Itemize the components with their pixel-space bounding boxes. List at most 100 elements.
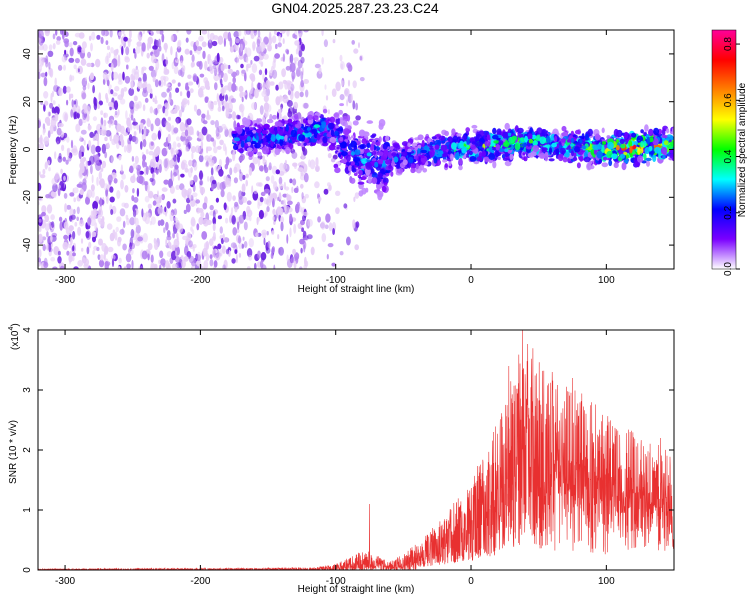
noise-point bbox=[289, 178, 293, 184]
band-point bbox=[608, 159, 613, 167]
noise-point bbox=[65, 159, 69, 165]
noise-point bbox=[156, 163, 159, 170]
noise-point bbox=[236, 57, 240, 64]
noise-point bbox=[125, 214, 129, 220]
noise-point bbox=[67, 155, 72, 162]
noise-point bbox=[297, 30, 302, 34]
band-point bbox=[461, 146, 467, 154]
noise-point bbox=[300, 56, 305, 64]
noise-point bbox=[140, 141, 143, 150]
noise-point bbox=[353, 196, 356, 203]
noise-point bbox=[191, 61, 196, 68]
noise-point bbox=[286, 254, 289, 262]
band-point bbox=[429, 149, 435, 158]
noise-point bbox=[225, 156, 230, 166]
band-point bbox=[279, 138, 284, 147]
noise-point bbox=[203, 242, 209, 251]
noise-point bbox=[187, 141, 192, 150]
noise-point bbox=[69, 74, 73, 82]
noise-point bbox=[181, 99, 187, 109]
noise-point bbox=[90, 184, 95, 192]
noise-point bbox=[341, 80, 344, 87]
band-point bbox=[613, 162, 619, 169]
noise-point bbox=[351, 40, 356, 45]
noise-point bbox=[325, 213, 331, 223]
noise-point bbox=[177, 174, 181, 181]
noise-point bbox=[293, 260, 297, 269]
noise-point bbox=[165, 69, 170, 74]
noise-point bbox=[201, 231, 208, 240]
band-point bbox=[383, 182, 388, 186]
snr-scale-text: (x10 bbox=[10, 330, 21, 350]
band-point bbox=[603, 156, 607, 161]
noise-point bbox=[113, 100, 119, 111]
noise-point bbox=[142, 154, 147, 162]
noise-point bbox=[70, 139, 74, 149]
noise-point bbox=[123, 266, 127, 269]
noise-point bbox=[189, 88, 194, 94]
band-point bbox=[497, 156, 501, 160]
noise-point bbox=[42, 128, 45, 136]
colorbar-bar bbox=[711, 29, 737, 270]
noise-point bbox=[48, 61, 51, 70]
band-point bbox=[285, 124, 289, 132]
x-tick-label: 0 bbox=[468, 576, 474, 587]
noise-point bbox=[240, 43, 243, 52]
noise-point bbox=[258, 69, 263, 76]
noise-point bbox=[207, 39, 213, 49]
noise-point bbox=[46, 244, 49, 250]
band-point bbox=[488, 146, 493, 153]
noise-point bbox=[63, 234, 69, 240]
noise-point bbox=[100, 218, 105, 228]
band-point bbox=[576, 162, 581, 169]
band-point bbox=[365, 187, 369, 193]
noise-point bbox=[271, 246, 275, 254]
band-point bbox=[266, 118, 274, 124]
noise-point bbox=[191, 152, 194, 160]
noise-point bbox=[77, 68, 80, 73]
band-point bbox=[504, 122, 510, 130]
noise-point bbox=[42, 168, 46, 175]
noise-point bbox=[302, 211, 309, 217]
band-point bbox=[451, 128, 456, 136]
noise-point bbox=[88, 241, 92, 249]
noise-point bbox=[216, 145, 222, 150]
band-point bbox=[499, 148, 505, 153]
noise-point bbox=[161, 147, 168, 157]
noise-point bbox=[64, 113, 68, 122]
band-point bbox=[311, 128, 318, 133]
noise-point bbox=[232, 227, 237, 236]
noise-point bbox=[150, 167, 154, 174]
noise-point bbox=[66, 86, 71, 93]
band-point bbox=[421, 139, 425, 148]
y-tick-label: 2 bbox=[22, 447, 33, 453]
band-point bbox=[271, 130, 276, 135]
noise-point bbox=[262, 53, 269, 60]
noise-point bbox=[218, 168, 224, 177]
noise-point bbox=[171, 244, 176, 252]
noise-point bbox=[132, 75, 136, 81]
noise-point bbox=[248, 167, 253, 176]
noise-point bbox=[55, 40, 61, 45]
noise-point bbox=[193, 174, 198, 183]
band-point bbox=[330, 129, 335, 136]
noise-point bbox=[74, 221, 78, 227]
noise-point bbox=[149, 221, 153, 226]
band-point bbox=[371, 177, 378, 185]
noise-point bbox=[124, 185, 129, 193]
noise-point bbox=[45, 55, 49, 65]
noise-point bbox=[149, 158, 156, 169]
noise-point bbox=[235, 253, 238, 264]
band-point bbox=[371, 133, 377, 137]
noise-point bbox=[89, 155, 95, 165]
noise-point bbox=[252, 41, 256, 50]
noise-point bbox=[161, 193, 166, 201]
noise-point bbox=[245, 47, 252, 57]
band-point bbox=[579, 155, 584, 162]
band-point bbox=[357, 181, 365, 185]
noise-point bbox=[182, 65, 186, 73]
colorbar-axes: 0.00.20.40.60.8 bbox=[723, 37, 740, 276]
noise-point bbox=[298, 33, 303, 39]
band-point bbox=[523, 156, 528, 162]
